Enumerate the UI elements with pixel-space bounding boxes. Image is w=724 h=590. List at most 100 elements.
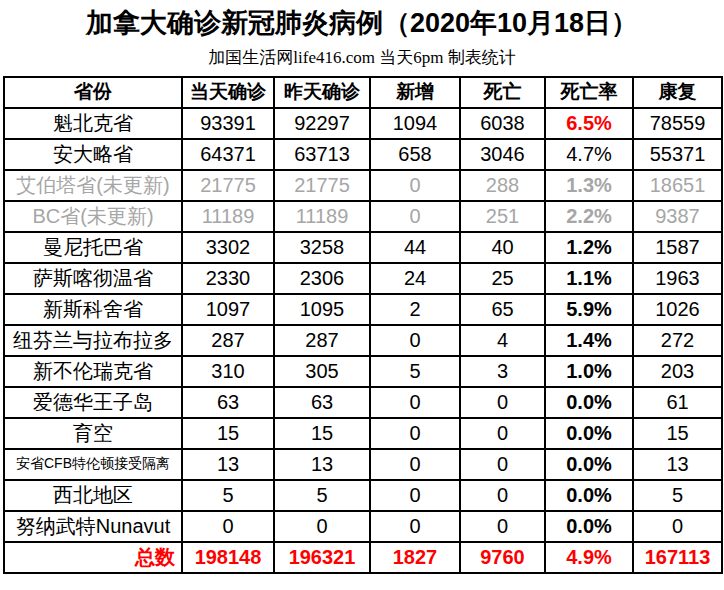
province-name: 艾伯塔省(未更新) [4, 170, 182, 201]
death-rate-cell: 2.2% [545, 201, 633, 232]
table-row: 艾伯塔省(未更新)217752177502881.3%18651 [4, 170, 722, 201]
total-row: 总数198148196321182797604.9%167113 [4, 542, 722, 573]
province-name: 曼尼托巴省 [4, 232, 182, 263]
death-rate-cell: 0.0% [545, 449, 633, 480]
death-rate-cell: 5.9% [545, 294, 633, 325]
deaths-cell: 3 [460, 356, 545, 387]
recovered-cell: 5 [633, 480, 722, 511]
new-cases-cell: 0 [370, 201, 460, 232]
recovered-cell: 1963 [633, 263, 722, 294]
yesterday-cell: 5 [274, 480, 370, 511]
province-name: 新斯科舍省 [4, 294, 182, 325]
deaths-cell: 40 [460, 232, 545, 263]
today-cell: 0 [182, 511, 274, 542]
total-deaths-cell: 9760 [460, 542, 545, 573]
yesterday-cell: 287 [274, 325, 370, 356]
today-cell: 287 [182, 325, 274, 356]
today-cell: 93391 [182, 108, 274, 139]
new-cases-cell: 658 [370, 139, 460, 170]
table-row: BC省(未更新)111891118902512.2%9387 [4, 201, 722, 232]
yesterday-cell: 15 [274, 418, 370, 449]
column-header-new-cases: 新增 [370, 77, 460, 108]
today-cell: 3302 [182, 232, 274, 263]
table-row: 安省CFB特伦顿接受隔离1313000.0%13 [4, 449, 722, 480]
province-name: 安省CFB特伦顿接受隔离 [4, 449, 182, 480]
yesterday-cell: 13 [274, 449, 370, 480]
deaths-cell: 0 [460, 511, 545, 542]
yesterday-cell: 92297 [274, 108, 370, 139]
today-cell: 11189 [182, 201, 274, 232]
recovered-cell: 1026 [633, 294, 722, 325]
new-cases-cell: 0 [370, 418, 460, 449]
new-cases-cell: 2 [370, 294, 460, 325]
recovered-cell: 61 [633, 387, 722, 418]
column-header-death-rate: 死亡率 [545, 77, 633, 108]
total-yesterday-cell: 196321 [274, 542, 370, 573]
today-cell: 1097 [182, 294, 274, 325]
yesterday-cell: 21775 [274, 170, 370, 201]
new-cases-cell: 0 [370, 480, 460, 511]
death-rate-cell: 1.4% [545, 325, 633, 356]
new-cases-cell: 0 [370, 511, 460, 542]
table-row: 爱德华王子岛6363000.0%61 [4, 387, 722, 418]
table-row: 安大略省643716371365830464.7%55371 [4, 139, 722, 170]
column-header-yesterday-confirmed: 昨天确诊 [274, 77, 370, 108]
province-name: 新不伦瑞克省 [4, 356, 182, 387]
deaths-cell: 0 [460, 449, 545, 480]
recovered-cell: 15 [633, 418, 722, 449]
column-header-province: 省份 [4, 77, 182, 108]
table-row: 萨斯喀彻温省2330230624251.1%1963 [4, 263, 722, 294]
table-row: 西北地区55000.0%5 [4, 480, 722, 511]
column-header-recovered: 康复 [633, 77, 722, 108]
total-new-cases-cell: 1827 [370, 542, 460, 573]
death-rate-cell: 0.0% [545, 480, 633, 511]
deaths-cell: 3046 [460, 139, 545, 170]
yesterday-cell: 305 [274, 356, 370, 387]
covid-stats-table: 省份当天确诊昨天确诊新增死亡死亡率康复 魁北克省9339192297109460… [3, 76, 723, 574]
today-cell: 21775 [182, 170, 274, 201]
death-rate-cell: 4.7% [545, 139, 633, 170]
recovered-cell: 1587 [633, 232, 722, 263]
death-rate-cell: 6.5% [545, 108, 633, 139]
new-cases-cell: 1094 [370, 108, 460, 139]
yesterday-cell: 0 [274, 511, 370, 542]
new-cases-cell: 0 [370, 325, 460, 356]
yesterday-cell: 3258 [274, 232, 370, 263]
table-row: 魁北克省9339192297109460386.5%78559 [4, 108, 722, 139]
page-title: 加拿大确诊新冠肺炎病例（2020年10月18日） [0, 0, 724, 41]
table-header-row: 省份当天确诊昨天确诊新增死亡死亡率康复 [4, 77, 722, 108]
recovered-cell: 18651 [633, 170, 722, 201]
death-rate-cell: 1.3% [545, 170, 633, 201]
recovered-cell: 0 [633, 511, 722, 542]
yesterday-cell: 63713 [274, 139, 370, 170]
death-rate-cell: 1.0% [545, 356, 633, 387]
new-cases-cell: 44 [370, 232, 460, 263]
deaths-cell: 288 [460, 170, 545, 201]
death-rate-cell: 1.1% [545, 263, 633, 294]
deaths-cell: 0 [460, 387, 545, 418]
deaths-cell: 0 [460, 418, 545, 449]
today-cell: 64371 [182, 139, 274, 170]
today-cell: 63 [182, 387, 274, 418]
table-row: 努纳武特Nunavut00000.0%0 [4, 511, 722, 542]
today-cell: 2330 [182, 263, 274, 294]
table-row: 新斯科舍省109710952655.9%1026 [4, 294, 722, 325]
recovered-cell: 9387 [633, 201, 722, 232]
table-row: 曼尼托巴省3302325844401.2%1587 [4, 232, 722, 263]
column-header-deaths: 死亡 [460, 77, 545, 108]
province-name: 西北地区 [4, 480, 182, 511]
yesterday-cell: 11189 [274, 201, 370, 232]
recovered-cell: 272 [633, 325, 722, 356]
new-cases-cell: 0 [370, 387, 460, 418]
total-recovered-cell: 167113 [633, 542, 722, 573]
today-cell: 5 [182, 480, 274, 511]
new-cases-cell: 0 [370, 449, 460, 480]
deaths-cell: 25 [460, 263, 545, 294]
recovered-cell: 78559 [633, 108, 722, 139]
yesterday-cell: 63 [274, 387, 370, 418]
page-subtitle: 加国生活网life416.com 当天6pm 制表统计 [0, 46, 724, 69]
column-header-today-confirmed: 当天确诊 [182, 77, 274, 108]
death-rate-cell: 0.0% [545, 387, 633, 418]
new-cases-cell: 5 [370, 356, 460, 387]
total-label: 总数 [4, 542, 182, 573]
